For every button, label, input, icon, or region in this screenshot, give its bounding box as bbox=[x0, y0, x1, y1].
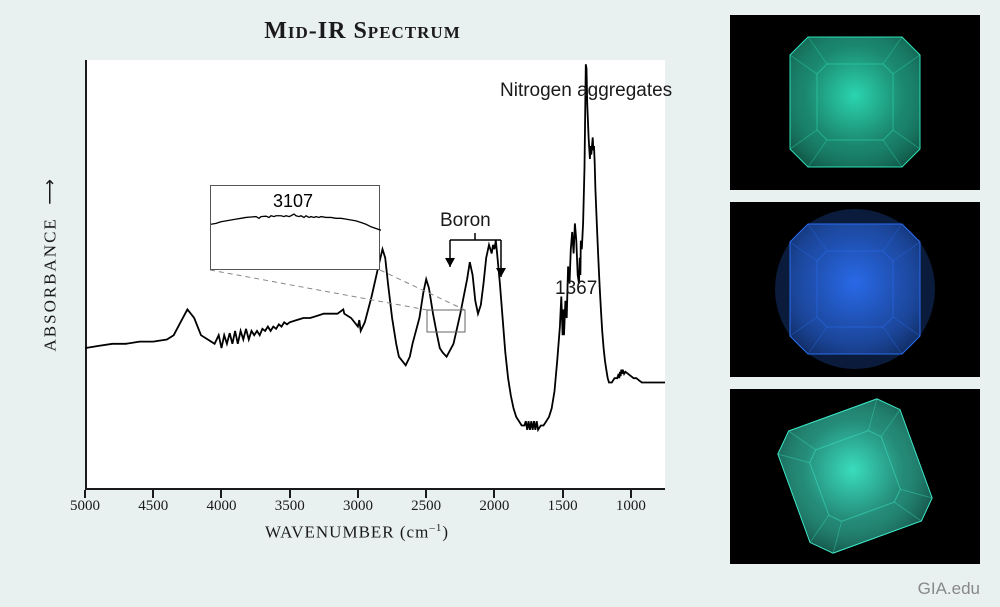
chart-title: Mid-IR Spectrum bbox=[264, 18, 461, 45]
x-tick-label: 1000 bbox=[616, 498, 646, 515]
x-tick-label: 4500 bbox=[138, 498, 168, 515]
chart-area: ABSORBANCE ⟶5000450040003500300025002000… bbox=[15, 50, 710, 567]
credit-text: GIA.edu bbox=[918, 579, 980, 599]
chart-panel: Mid-IR Spectrum ABSORBANCE ⟶500045004000… bbox=[15, 10, 710, 567]
inset-label: 3107 bbox=[273, 191, 313, 212]
annotation-1367: 1367 bbox=[555, 278, 597, 300]
gem-top-svg bbox=[730, 15, 980, 190]
spectrum-svg bbox=[15, 50, 695, 500]
x-tick-label: 3000 bbox=[343, 498, 373, 515]
page-container: Mid-IR Spectrum ABSORBANCE ⟶500045004000… bbox=[0, 0, 1000, 607]
inset-connector bbox=[210, 270, 427, 310]
annotation-boron: Boron bbox=[440, 210, 491, 232]
x-tick-label: 2500 bbox=[411, 498, 441, 515]
inset-connector bbox=[380, 270, 465, 310]
gem-mid-svg bbox=[730, 202, 980, 377]
x-tick-label: 4000 bbox=[206, 498, 236, 515]
x-tick-label: 1500 bbox=[548, 498, 578, 515]
annotation-nitrogen: Nitrogen aggregates bbox=[500, 80, 672, 102]
x-tick-label: 2000 bbox=[479, 498, 509, 515]
x-tick-label: 5000 bbox=[70, 498, 100, 515]
gem-image-top bbox=[730, 15, 980, 190]
gem-bot-svg bbox=[730, 389, 980, 564]
gem-image-bot bbox=[730, 389, 980, 564]
image-column bbox=[730, 10, 980, 567]
x-tick-label: 3500 bbox=[275, 498, 305, 515]
x-axis-label: WAVENUMBER (cm–1) bbox=[265, 522, 449, 543]
gem-image-mid bbox=[730, 202, 980, 377]
